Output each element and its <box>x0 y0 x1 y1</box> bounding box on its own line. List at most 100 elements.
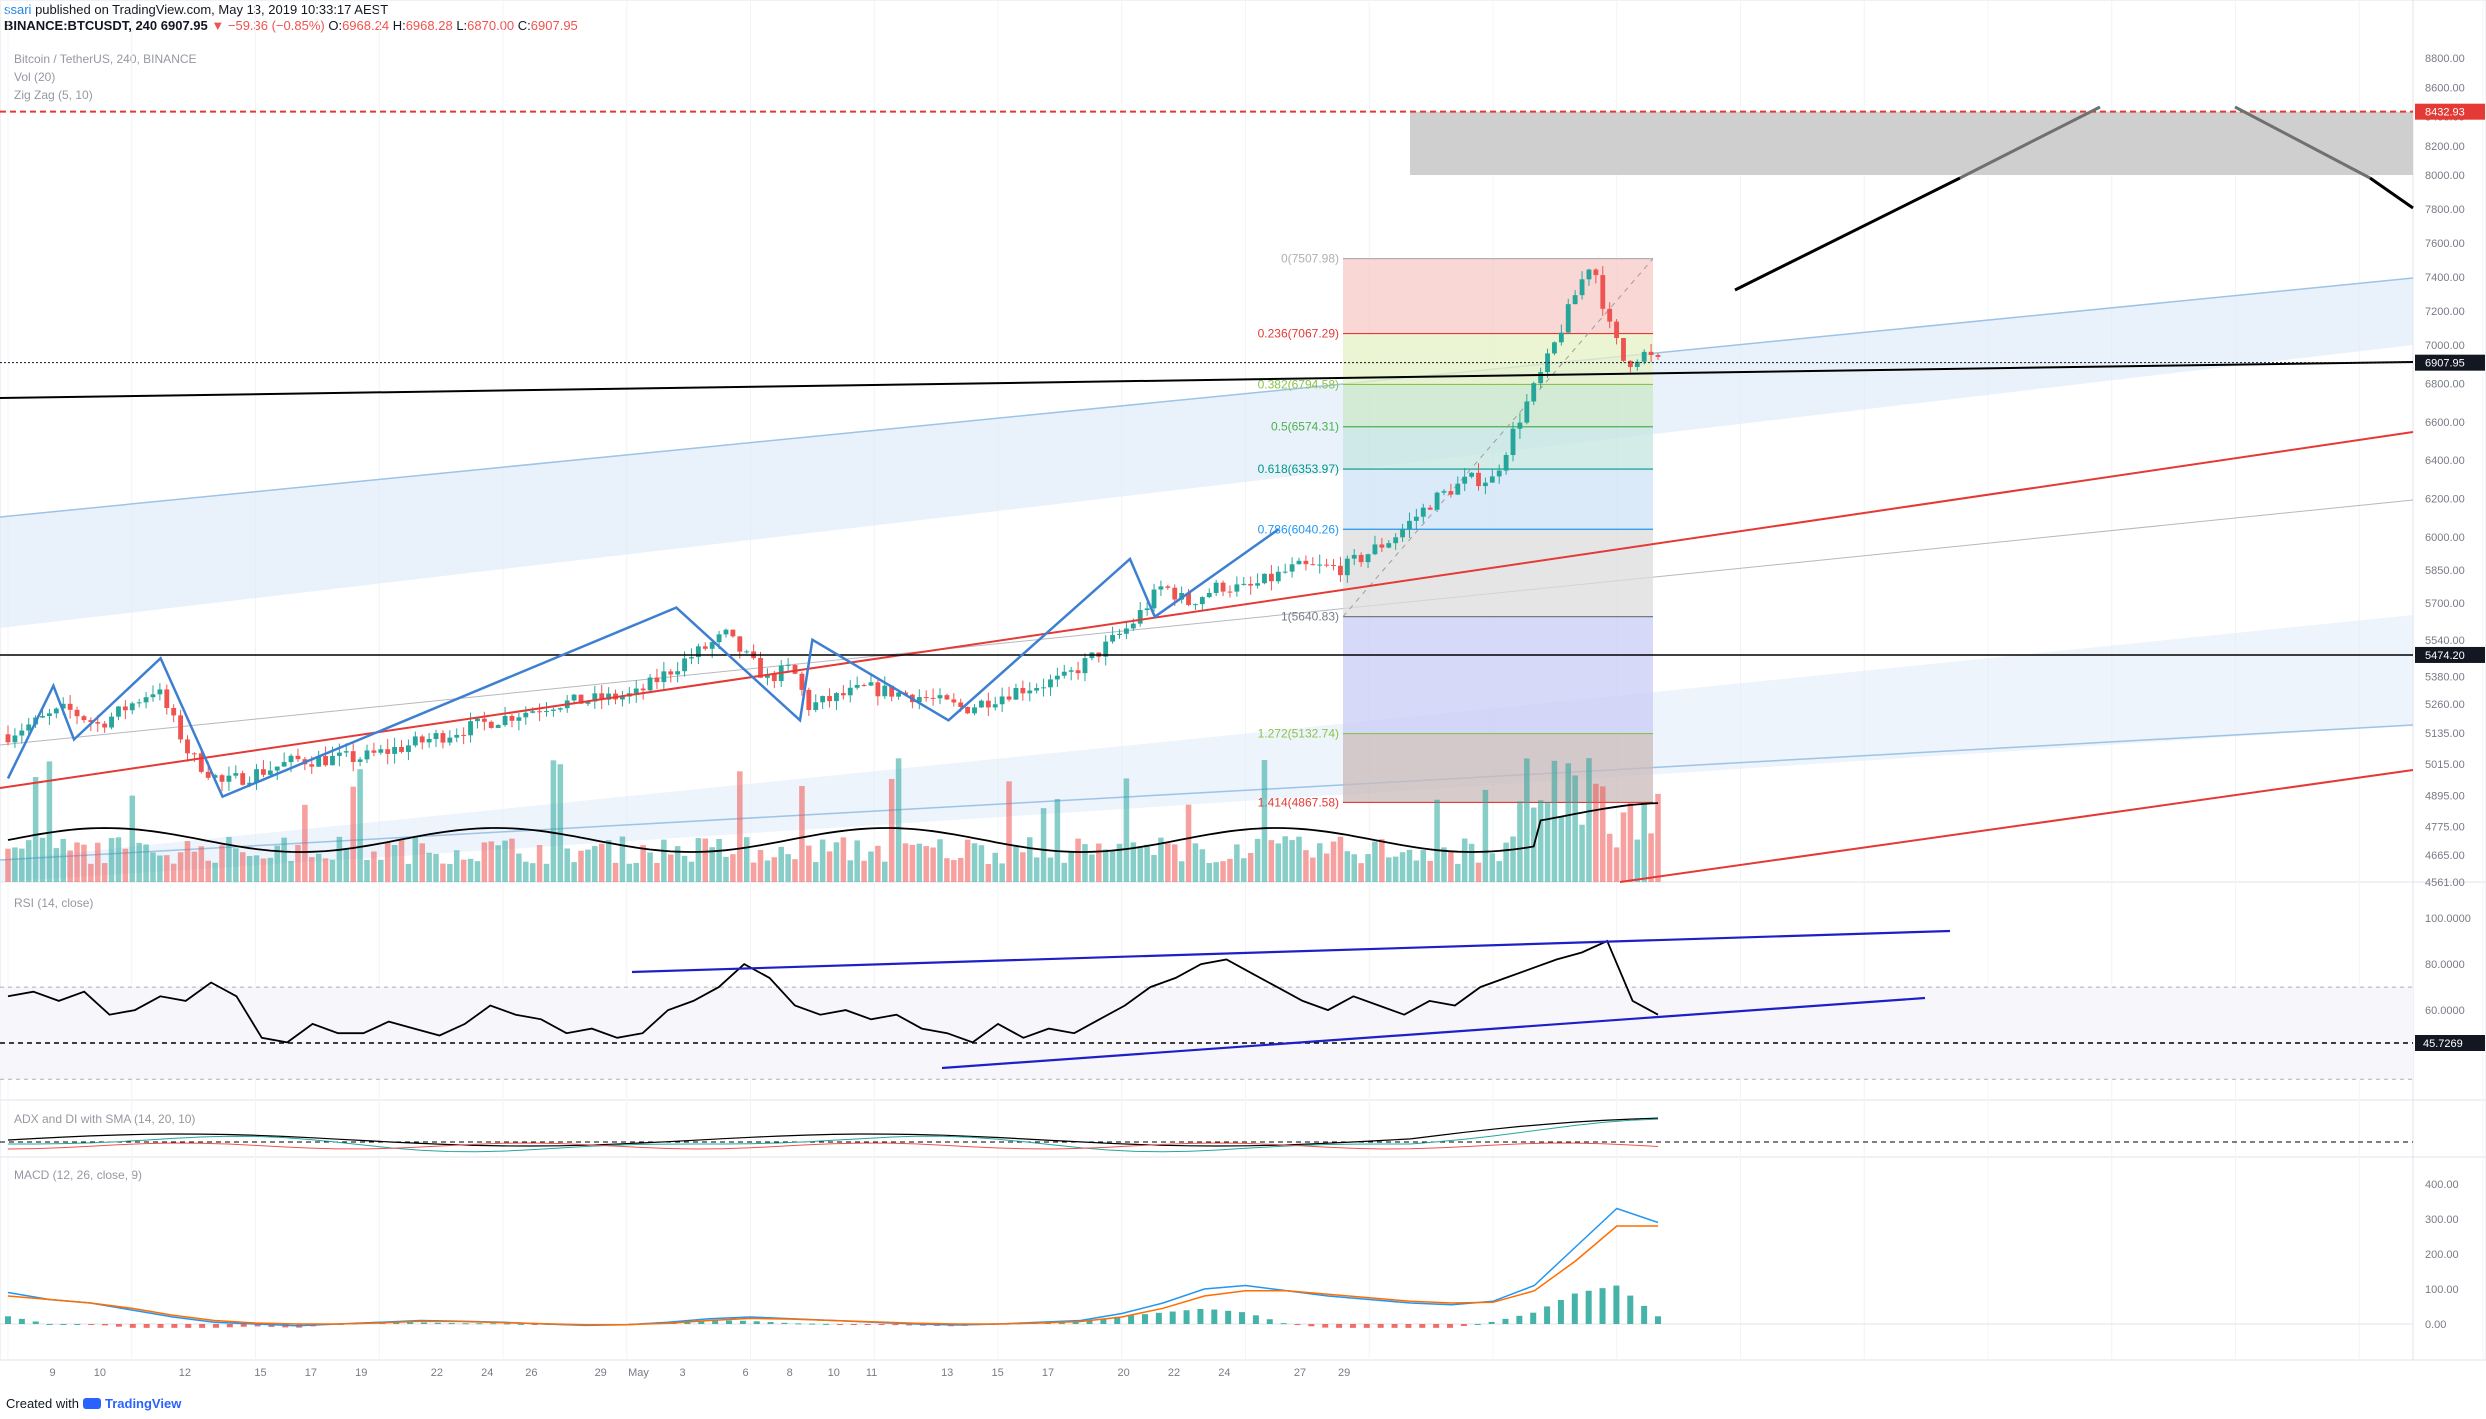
footer-brand[interactable]: TradingView <box>104 1396 182 1411</box>
candle-body[interactable] <box>875 682 881 697</box>
candle-body[interactable] <box>1248 583 1254 586</box>
candle-body[interactable] <box>1186 592 1191 605</box>
candle-body[interactable] <box>1075 670 1081 674</box>
candle-body[interactable] <box>122 706 128 711</box>
candle-body[interactable] <box>1441 491 1447 493</box>
candle-body[interactable] <box>764 674 770 678</box>
adx-line[interactable] <box>7 1117 1659 1147</box>
candle-body[interactable] <box>1413 516 1419 521</box>
candle-body[interactable] <box>412 736 418 746</box>
candle-body[interactable] <box>399 746 404 752</box>
candle-body[interactable] <box>668 671 674 675</box>
candle-body[interactable] <box>682 658 687 672</box>
candle-body[interactable] <box>1158 586 1164 590</box>
adx-pane[interactable] <box>0 1117 2413 1153</box>
candle-body[interactable] <box>267 770 273 775</box>
candle-body[interactable] <box>882 685 888 697</box>
candle-body[interactable] <box>1351 554 1357 559</box>
candle-body[interactable] <box>226 775 232 782</box>
zigzag-line[interactable] <box>6 528 1280 799</box>
candle-body[interactable] <box>1372 544 1378 555</box>
candle-body[interactable] <box>371 750 377 753</box>
candle-body[interactable] <box>488 721 494 728</box>
candle-body[interactable] <box>19 730 25 736</box>
candle-body[interactable] <box>1462 476 1468 484</box>
candle-body[interactable] <box>1317 564 1323 566</box>
candle-body[interactable] <box>516 717 522 721</box>
candle-body[interactable] <box>1206 592 1212 598</box>
candle-body[interactable] <box>1275 571 1281 582</box>
candle-body[interactable] <box>378 749 384 753</box>
candle-body[interactable] <box>1503 455 1509 471</box>
candle-body[interactable] <box>330 755 335 766</box>
candle-body[interactable] <box>820 696 826 703</box>
candle-body[interactable] <box>74 709 80 717</box>
candle-body[interactable] <box>1324 564 1330 566</box>
candle-body[interactable] <box>95 722 101 724</box>
candle-body[interactable] <box>1593 269 1599 276</box>
candle-body[interactable] <box>868 682 874 686</box>
candle-body[interactable] <box>1455 483 1461 495</box>
di-plus-line[interactable] <box>8 1118 1659 1153</box>
candle-body[interactable] <box>1476 472 1481 487</box>
candle-body[interactable] <box>999 696 1005 705</box>
candle-body[interactable] <box>606 693 612 700</box>
candle-body[interactable] <box>1365 554 1371 563</box>
candle-body[interactable] <box>1407 520 1412 529</box>
candle-body[interactable] <box>212 775 218 778</box>
candle-body[interactable] <box>1123 628 1129 634</box>
candle-body[interactable] <box>164 689 170 708</box>
candle-body[interactable] <box>958 702 964 707</box>
candle-body[interactable] <box>1110 634 1116 642</box>
candle-body[interactable] <box>309 764 315 767</box>
drawings-front[interactable] <box>0 105 2414 883</box>
candle-body[interactable] <box>1151 589 1157 609</box>
candle-body[interactable] <box>406 745 411 752</box>
candle-body[interactable] <box>979 700 984 708</box>
candle-body[interactable] <box>1130 623 1136 629</box>
candle-body[interactable] <box>129 703 135 711</box>
candle-body[interactable] <box>1482 482 1488 487</box>
candle-body[interactable] <box>1552 342 1557 354</box>
candle-body[interactable] <box>1048 679 1053 688</box>
candle-body[interactable] <box>171 707 177 716</box>
candle-body[interactable] <box>509 715 515 721</box>
candle-body[interactable] <box>661 671 667 683</box>
candle-body[interactable] <box>578 694 584 704</box>
candle-body[interactable] <box>1331 565 1336 567</box>
candle-body[interactable] <box>26 724 32 731</box>
candle-body[interactable] <box>1648 351 1654 356</box>
candle-body[interactable] <box>261 769 266 775</box>
candle-body[interactable] <box>951 699 957 703</box>
macd-pane[interactable]: 400.00 300.00 200.00 100.00 0.00 <box>0 1179 2459 1331</box>
candle-body[interactable] <box>771 674 777 682</box>
candle-body[interactable] <box>461 734 467 736</box>
candle-body[interactable] <box>1393 537 1399 544</box>
candle-body[interactable] <box>537 711 543 713</box>
candle-body[interactable] <box>1627 360 1633 367</box>
candle-body[interactable] <box>1227 591 1233 593</box>
candle-body[interactable] <box>1068 670 1074 672</box>
red-trendline-upper[interactable] <box>0 431 2414 789</box>
candle-body[interactable] <box>454 734 460 738</box>
candle-body[interactable] <box>1041 687 1046 689</box>
candle-body[interactable] <box>1420 507 1426 517</box>
candle-body[interactable] <box>544 710 549 712</box>
candle-body[interactable] <box>219 775 225 782</box>
black-trendline[interactable] <box>0 361 2414 399</box>
candle-body[interactable] <box>1289 564 1295 572</box>
price-badge[interactable] <box>2415 103 2485 120</box>
candle-body[interactable] <box>12 735 18 743</box>
candle-body[interactable] <box>640 688 646 691</box>
candle-body[interactable] <box>191 753 197 755</box>
candle-body[interactable] <box>557 708 563 710</box>
candle-body[interactable] <box>992 704 998 708</box>
candle-body[interactable] <box>1117 633 1122 635</box>
candle-body[interactable] <box>1020 687 1026 694</box>
candle-body[interactable] <box>1400 528 1405 538</box>
candle-body[interactable] <box>723 629 729 635</box>
candle-body[interactable] <box>102 723 108 728</box>
candle-body[interactable] <box>1303 560 1309 565</box>
candle-body[interactable] <box>1165 586 1171 588</box>
candle-body[interactable] <box>1600 275 1606 309</box>
